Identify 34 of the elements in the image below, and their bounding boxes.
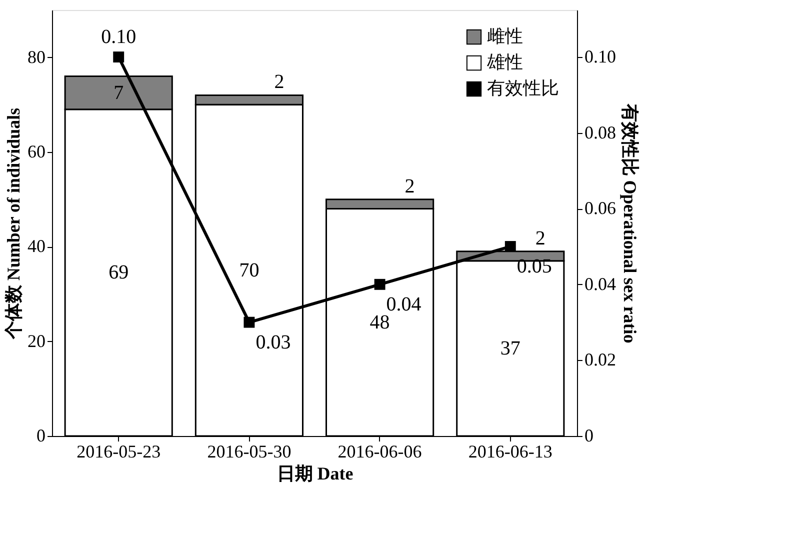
x-tick-label: 2016-06-06 <box>338 442 422 462</box>
y-tick-label: 20 <box>28 330 46 351</box>
legend-label: 雌性 <box>487 26 523 46</box>
x-axis-title: 日期 Date <box>276 464 354 484</box>
x-tick-label: 2016-06-13 <box>468 442 552 462</box>
data-label: 70 <box>239 259 260 282</box>
y2-tick-label: 0.04 <box>584 274 616 294</box>
data-label: 2 <box>535 227 546 250</box>
point <box>504 241 516 252</box>
point <box>374 278 386 290</box>
legend-label: 雄性 <box>486 52 523 72</box>
y2-tick-label: 0.06 <box>584 198 616 218</box>
y-axis-title: 个体数 Number of individuals <box>4 108 24 340</box>
y2-tick-label: 0.02 <box>584 350 616 370</box>
data-label: 2 <box>404 175 415 198</box>
data-label: 69 <box>108 262 129 284</box>
point <box>244 316 255 328</box>
data-label: 37 <box>500 337 520 360</box>
y-tick-label: 80 <box>28 46 46 67</box>
data-label: 2 <box>274 71 284 94</box>
legend-label: 有效性比 <box>487 78 559 98</box>
y-tick-label: 60 <box>28 142 46 162</box>
point <box>113 52 124 62</box>
data-label: 0.10 <box>101 26 136 48</box>
y-tick-label: 0 <box>36 426 46 446</box>
data-label: 7 <box>114 82 124 104</box>
x-tick-label: 2016-05-23 <box>76 442 161 462</box>
y2-tick-label: 0 <box>584 426 594 446</box>
y2-axis-title: 有效性比 Operational sex ratio <box>620 102 640 344</box>
y2-tick-label: 0.10 <box>584 46 616 66</box>
data-label: 0.03 <box>256 331 291 354</box>
x-tick-label: 2016-05-30 <box>207 442 292 462</box>
y-tick-label: 40 <box>28 236 46 256</box>
y2-tick-label: 0.08 <box>584 122 616 142</box>
